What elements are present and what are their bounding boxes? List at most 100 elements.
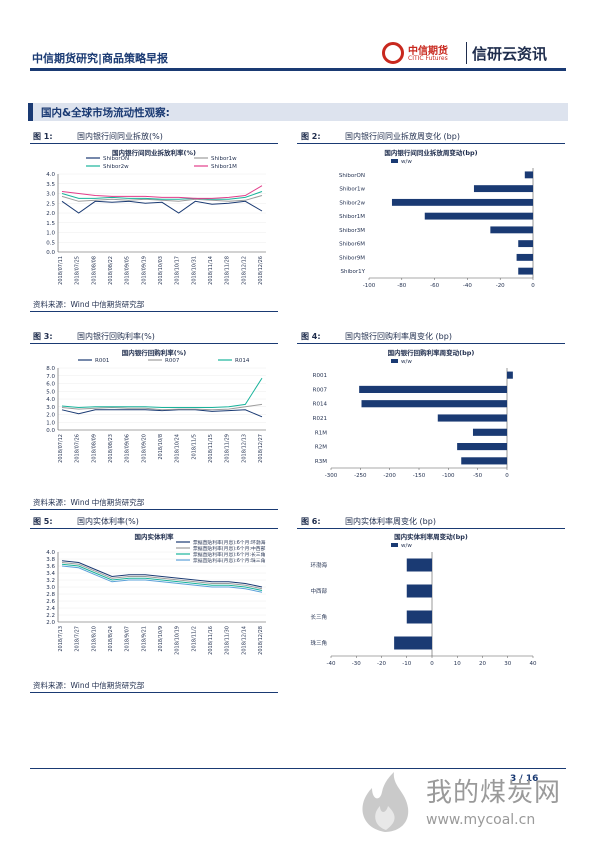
figure-4-caption: 国内银行回购利率周变化 (bp) xyxy=(345,332,452,341)
chart-title: 国内实体利率周变动(bp) xyxy=(394,532,468,541)
logo-separator xyxy=(466,42,467,64)
x-tick-label: 2018/7/13 xyxy=(58,626,64,652)
y-tick-label: 0.0 xyxy=(46,428,55,434)
x-tick-label: 2018/7/27 xyxy=(75,626,81,652)
category-label: R2M xyxy=(315,445,327,451)
figure-2-rule xyxy=(297,143,565,144)
x-tick-label: -150 xyxy=(413,473,426,479)
y-tick-label: 3.8 xyxy=(46,557,55,563)
x-tick-label: 30 xyxy=(504,661,511,667)
x-tick-label: 2018/8/24 xyxy=(108,626,114,652)
y-tick-label: 0.5 xyxy=(46,240,55,246)
series-line xyxy=(61,377,263,409)
category-label: Shibor1w xyxy=(339,187,365,193)
y-tick-label: 1.0 xyxy=(46,231,55,237)
chart-1: 国内银行间同业拆放利率(%)ShiborON Shibor1w Shibor2w Sh… xyxy=(30,146,278,296)
bar-ShiborON xyxy=(524,171,533,179)
figure-4-label: 图 4: 国内银行回购利率周变化 (bp) xyxy=(301,331,452,342)
report-title: 中信期货研究|商品策略早报 xyxy=(32,52,169,65)
chart-2: 国内银行间同业拆放周变动(bp) w/w -100 -80 -60 -40 -20 0 Shib… xyxy=(297,146,565,298)
x-tick-label: 2018/07/12 xyxy=(58,434,64,463)
citic-emblem-icon xyxy=(382,42,404,64)
category-label: Shibor1M xyxy=(339,214,365,220)
series-line xyxy=(61,200,263,214)
series-line xyxy=(61,191,263,200)
x-tick-label: -40 xyxy=(327,661,336,667)
bar-Shibor3M xyxy=(490,226,533,234)
legend-label: 票据直贴利率(月息):6个月:中西部 xyxy=(193,545,266,552)
x-tick-label: 0 xyxy=(531,283,535,289)
figure-5-source: 资料来源：Wind 中信期货研究部 xyxy=(33,681,145,690)
y-tick-label: 2.4 xyxy=(46,606,55,612)
series-line xyxy=(61,560,263,588)
legend-label: 票据直贴利率(月息):6个月:珠三角 xyxy=(193,557,266,564)
x-tick-label: 2018/10/24 xyxy=(175,434,181,463)
x-tick-label: 0 xyxy=(430,661,434,667)
series-line xyxy=(61,409,263,418)
bar-长三角 xyxy=(406,610,432,624)
legend-label: ShiborON xyxy=(103,156,129,162)
bar-R3M xyxy=(461,457,507,465)
series-line xyxy=(61,562,263,590)
x-tick-label: 2018/10/31 xyxy=(191,256,197,285)
chart-title: 国内实体利率 xyxy=(135,532,175,541)
chart-title: 国内银行回购利率(%) xyxy=(122,348,186,357)
x-tick-label: 10 xyxy=(454,661,461,667)
bar-R1M xyxy=(472,428,507,436)
y-tick-label: 3.0 xyxy=(46,585,55,591)
x-tick-label: 2018/12/27 xyxy=(258,434,264,463)
bar-R007 xyxy=(359,385,507,393)
category-label: R3M xyxy=(315,459,327,465)
category-label: ShiborON xyxy=(339,173,365,179)
logo-brand: 信研云资讯 xyxy=(472,45,548,63)
figure-1-caption: 国内银行间同业拆放(%) xyxy=(77,132,163,141)
figure-4-rule xyxy=(297,343,565,344)
category-label: R001 xyxy=(313,373,327,379)
y-tick-label: 2.0 xyxy=(46,413,55,419)
x-tick-label: 2018/11/14 xyxy=(208,256,214,285)
x-tick-label: 2018/11/15 xyxy=(208,434,214,463)
legend-label: w/w xyxy=(401,159,412,165)
y-tick-label: 1.5 xyxy=(46,221,55,227)
category-label: Shibor9M xyxy=(339,255,365,261)
y-tick-label: 3.2 xyxy=(46,578,55,584)
x-tick-label: 2018/09/05 xyxy=(125,256,131,285)
chart-4-background xyxy=(297,346,565,494)
x-tick-label: -40 xyxy=(463,283,472,289)
y-tick-label: 4.0 xyxy=(46,550,55,556)
bar-Shibor9M xyxy=(516,253,533,261)
y-tick-label: 5.0 xyxy=(46,389,55,395)
chart-5-background xyxy=(30,530,278,678)
y-tick-label: 3.4 xyxy=(46,571,55,577)
x-tick-label: 2018/10/03 xyxy=(158,256,164,285)
chart-title: 国内银行间同业拆放利率(%) xyxy=(112,148,196,157)
legend-label: 票据直贴利率(月息):6个月:长三角 xyxy=(193,551,266,558)
y-tick-label: 2.0 xyxy=(46,211,55,217)
figure-6-rule xyxy=(297,528,565,529)
y-tick-label: 3.6 xyxy=(46,564,55,570)
series-line xyxy=(61,195,263,202)
x-tick-label: 2018/07/25 xyxy=(75,256,81,285)
x-tick-label: 2018/11/2 xyxy=(191,626,197,652)
watermark-url: www.mycoal.cn xyxy=(426,812,536,828)
figure-6-label: 图 6: 国内实体利率周变化 (bp) xyxy=(301,516,436,527)
x-tick-label: 20 xyxy=(479,661,486,667)
figure-1-source: 资料来源：Wind 中信期货研究部 xyxy=(33,300,145,309)
x-tick-label: 0 xyxy=(505,473,509,479)
chart-6: 国内实体利率周变动(bp) w/w -40 -30 -20 -10 0 10 20 30 40 环渤海… xyxy=(297,530,565,678)
x-tick-label: 2018/07/11 xyxy=(58,256,64,285)
figure-1-rule xyxy=(30,143,278,144)
x-tick-label: 2018/12/26 xyxy=(258,256,264,285)
legend-label: Shibor2w xyxy=(103,164,129,170)
x-tick-label: 2018/09/06 xyxy=(125,434,131,463)
x-tick-label: -60 xyxy=(430,283,439,289)
bar-Shibor1Y xyxy=(518,267,533,275)
brand-logo: 中信期货 CITIC Futures 信研云资讯 xyxy=(382,40,558,68)
page-number: 3 / 16 xyxy=(510,774,539,784)
y-tick-label: 2.0 xyxy=(46,620,55,626)
bar-Shibor1w xyxy=(473,185,533,193)
category-label: R1M xyxy=(315,430,327,436)
chart-1-background xyxy=(30,146,278,296)
y-tick-label: 3.5 xyxy=(46,182,55,188)
y-tick-label: 2.5 xyxy=(46,201,55,207)
